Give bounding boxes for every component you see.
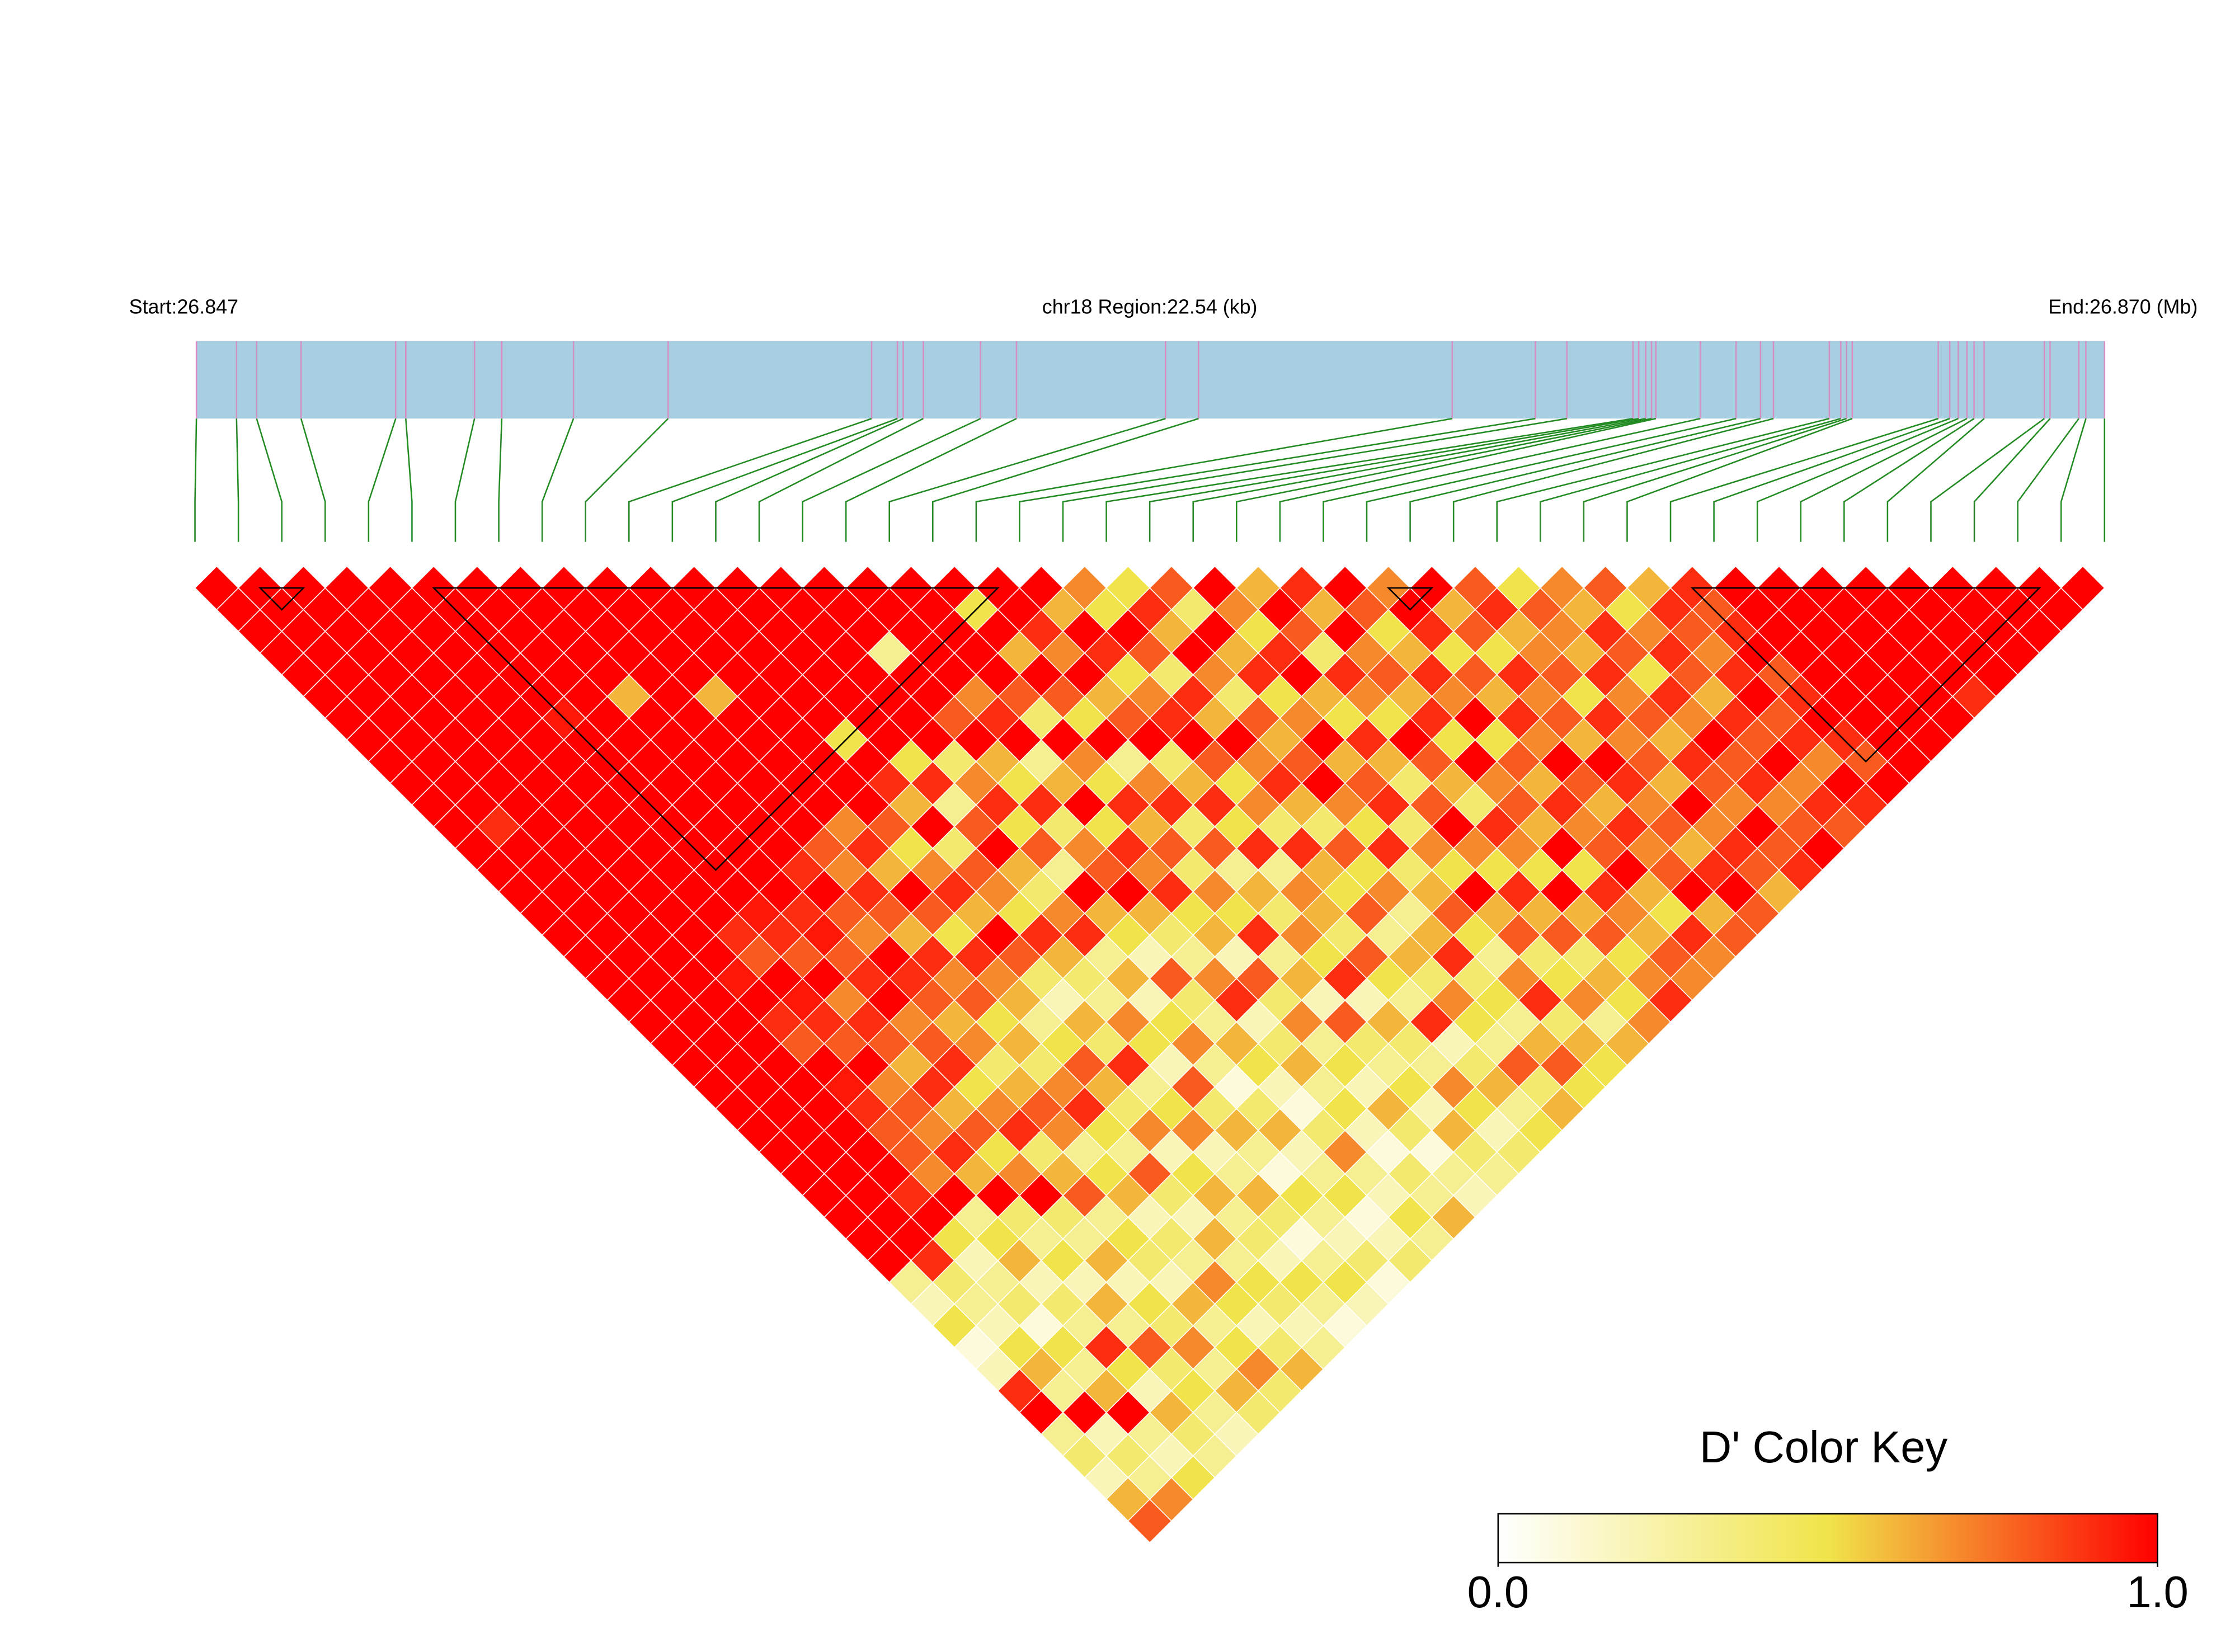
color-key — [1497, 1513, 2158, 1564]
snp-connector — [1409, 417, 1761, 542]
snp-connector — [1105, 417, 1633, 542]
snp-connector — [932, 418, 1199, 542]
snp-connector — [1366, 417, 1737, 542]
snp-connector — [715, 418, 904, 542]
snp-connector — [802, 418, 981, 542]
snp-connector — [256, 418, 283, 542]
key-tick-label: 0.0 — [1467, 1567, 1529, 1617]
start-label: Start:26.847 — [129, 295, 238, 318]
snp-connector — [628, 418, 872, 542]
snp-connector — [1973, 418, 2051, 542]
snp-connector — [1019, 417, 1536, 542]
ld-block — [432, 587, 1000, 872]
snp-connector — [1323, 417, 1701, 542]
snp-connector — [1236, 417, 1652, 542]
snp-connector — [888, 418, 1166, 542]
snp-connector — [1192, 417, 1646, 542]
snp-connector — [541, 418, 575, 542]
snp-connector — [1149, 417, 1639, 542]
ld-block — [258, 587, 305, 611]
snp-connector — [1930, 418, 2045, 542]
snp-connector — [1540, 418, 1841, 542]
snp-connector — [1843, 418, 1975, 542]
snp-connector — [1756, 418, 1959, 542]
region-bar — [196, 341, 2105, 419]
snp-connector — [2060, 418, 2087, 542]
ld-cells — [194, 566, 2105, 1543]
snp-connector — [845, 418, 1017, 542]
ld-block — [1690, 587, 2041, 763]
snp-connector — [236, 418, 239, 542]
key-title: D' Color Key — [1700, 1422, 1948, 1472]
snp-connector — [671, 418, 898, 542]
snp-connector — [300, 418, 326, 542]
key-tick-label: 1.0 — [2126, 1567, 2188, 1617]
snp-connector — [758, 418, 924, 542]
snp-connector — [368, 418, 397, 542]
snp-connector — [585, 418, 669, 542]
ld-block — [1386, 587, 1434, 611]
snp-connector — [1886, 418, 1985, 542]
snp-connector — [1713, 418, 1950, 542]
snp-connector — [1669, 418, 1938, 542]
snp-connector — [454, 418, 476, 542]
ld-cell — [2060, 566, 2105, 610]
snp-connector — [1452, 418, 1774, 542]
region-label: chr18 Region:22.54 (kb) — [1042, 295, 1258, 318]
snp-connector — [498, 418, 503, 542]
snp-connector — [2017, 418, 2079, 542]
end-label: End:26.870 (Mb) — [2048, 295, 2198, 318]
snp-connector — [1062, 417, 1568, 542]
snp-connector — [405, 418, 413, 542]
snp-connector — [194, 418, 197, 542]
snp-connector — [975, 417, 1453, 542]
snp-connector — [1800, 418, 1968, 542]
snp-connector — [1279, 417, 1657, 542]
snp-connector — [1626, 418, 1853, 542]
snp-connector — [1583, 418, 1847, 542]
snp-connector — [1496, 418, 1830, 542]
